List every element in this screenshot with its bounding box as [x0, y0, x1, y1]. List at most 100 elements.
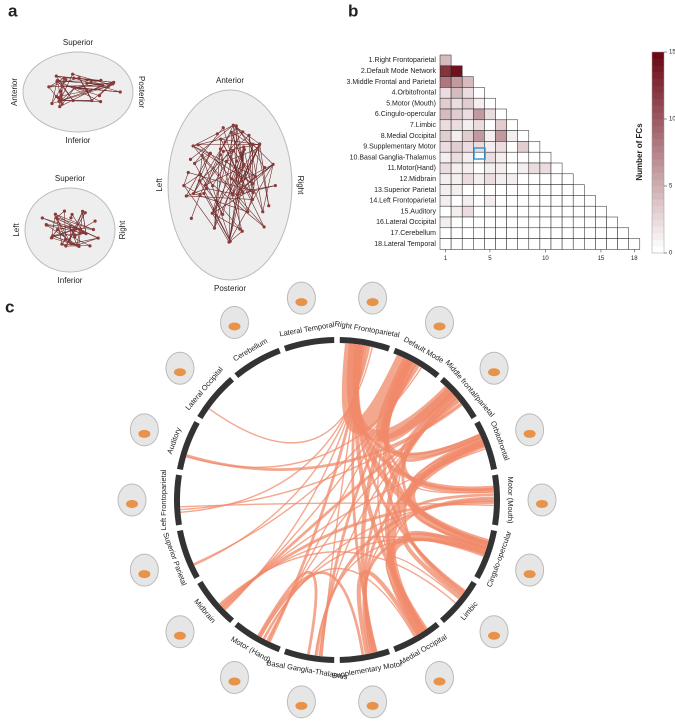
network-node [193, 162, 196, 165]
heat-cell [451, 109, 462, 120]
colorbar-step [652, 246, 664, 253]
heat-cell [484, 239, 495, 250]
colorbar-step [652, 99, 664, 106]
colorbar-step [652, 119, 664, 126]
heat-cell [496, 185, 507, 196]
network-node [107, 85, 110, 88]
colorbar-step [652, 179, 664, 186]
network-node [187, 171, 190, 174]
heat-cell [518, 163, 529, 174]
brain-icon-region [434, 322, 446, 330]
heat-cell [473, 174, 484, 185]
heat-cell [440, 98, 451, 109]
network-node [99, 100, 102, 103]
heat-cell [562, 174, 573, 185]
region-label: Motor (Hand) [229, 634, 272, 664]
network-node [57, 96, 60, 99]
network-node [55, 75, 58, 78]
heat-cell [496, 141, 507, 152]
heat-cell [507, 120, 518, 131]
heat-cell [496, 152, 507, 163]
network-node [64, 238, 67, 241]
network-node [72, 77, 75, 80]
heat-cell [462, 195, 473, 206]
view-label: Inferior [66, 136, 91, 145]
network-node [90, 81, 93, 84]
heat-cell [484, 98, 495, 109]
heat-cell [551, 228, 562, 239]
heat-cell [573, 228, 584, 239]
row-label: 12.Midbrain [399, 176, 436, 183]
heat-cell [518, 217, 529, 228]
heat-cell [540, 239, 551, 250]
network-node [88, 244, 91, 247]
brain-icon-region [138, 570, 150, 578]
brain-icon-region [367, 702, 379, 710]
heat-cell [462, 77, 473, 88]
heat-cell [484, 195, 495, 206]
network-node [73, 233, 76, 236]
heat-cell [440, 66, 451, 77]
heat-cell [462, 98, 473, 109]
network-node [242, 145, 245, 148]
heat-cell [573, 239, 584, 250]
heat-cell [595, 217, 606, 228]
heat-cell [496, 120, 507, 131]
heat-cell [440, 217, 451, 228]
colorbar-step [652, 153, 664, 160]
region-label: Left Frontoparietal [159, 469, 168, 530]
network-node [205, 187, 208, 190]
heat-cell [540, 152, 551, 163]
colorbar-step [652, 112, 664, 119]
heat-cell [529, 141, 540, 152]
heat-cell [473, 228, 484, 239]
network-node [84, 232, 87, 235]
heat-cell [440, 228, 451, 239]
heat-cell [496, 206, 507, 217]
region-label: Auditory [165, 426, 183, 455]
network-node [236, 174, 239, 177]
network-node [261, 210, 264, 213]
region-arc [340, 651, 389, 660]
colorbar-step [652, 146, 664, 153]
brain-icon-region [138, 430, 150, 438]
heat-cell [451, 120, 462, 131]
heat-cell [595, 206, 606, 217]
network-node [196, 143, 199, 146]
region-label: Motor (Mouth) [506, 476, 515, 524]
heat-cell [507, 228, 518, 239]
heat-cell [518, 228, 529, 239]
colorbar-tick-label: 10 [669, 117, 675, 123]
heat-cell [507, 195, 518, 206]
row-label: 3.Middle Frontal and Parietal [347, 79, 437, 86]
heat-cell [462, 87, 473, 98]
network-node [50, 102, 53, 105]
view-label: Posterior [137, 76, 146, 108]
view-label: Right [118, 220, 127, 239]
heat-cell [551, 195, 562, 206]
heat-cell [462, 120, 473, 131]
heat-cell [462, 228, 473, 239]
heat-cell [551, 174, 562, 185]
view-label: Left [12, 223, 21, 237]
region-label: Basal Ganglia-Thalamus [266, 658, 349, 681]
network-node [71, 73, 74, 76]
heat-cell [451, 163, 462, 174]
heat-cell [507, 185, 518, 196]
network-node [71, 99, 74, 102]
network-node [199, 193, 202, 196]
heat-cell [562, 185, 573, 196]
colorbar-step [652, 86, 664, 93]
heat-cell [518, 195, 529, 206]
heat-cell [518, 152, 529, 163]
network-node [219, 138, 222, 141]
network-node [238, 227, 241, 230]
heat-cell [451, 185, 462, 196]
heat-cell [584, 239, 595, 250]
network-node [230, 177, 233, 180]
heat-cell [462, 152, 473, 163]
heat-cell [562, 217, 573, 228]
network-node [189, 158, 192, 161]
heat-cell [451, 228, 462, 239]
